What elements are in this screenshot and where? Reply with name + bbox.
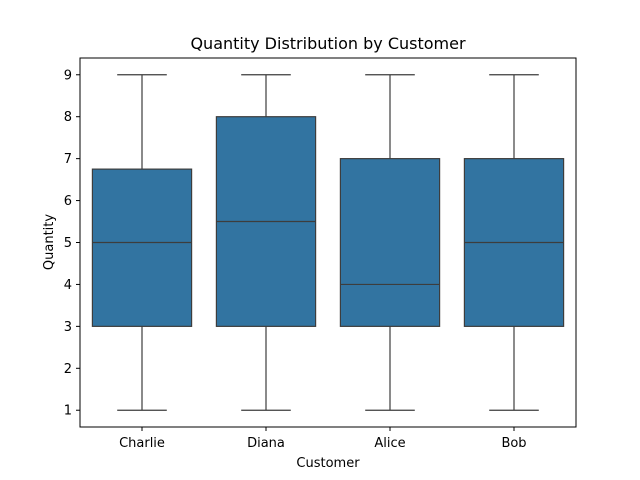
y-tick-label: 8 (64, 110, 72, 125)
y-axis-label: Quantity (42, 214, 57, 270)
x-axis-label: Customer (296, 456, 360, 471)
x-tick-label: Charlie (119, 436, 165, 451)
y-tick-label: 1 (64, 404, 72, 419)
y-tick-label: 2 (64, 362, 72, 377)
chart-title: Quantity Distribution by Customer (190, 34, 466, 53)
y-tick-label: 4 (64, 278, 72, 293)
box-diana (215, 74, 317, 411)
iqr-box (91, 168, 193, 327)
box-bob (463, 74, 565, 411)
x-tick-label: Bob (501, 436, 526, 451)
boxes-layer (91, 74, 565, 411)
y-tick-label: 9 (64, 68, 72, 83)
y-tick-label: 7 (64, 152, 72, 167)
iqr-box (339, 158, 441, 327)
y-tick-label: 5 (64, 236, 72, 251)
y-tick-label: 6 (64, 194, 72, 209)
x-axis-ticks: Charlie Diana Alice Bob (119, 427, 527, 451)
x-tick-label: Diana (247, 436, 285, 451)
y-axis-ticks: 1 2 3 4 5 6 7 8 9 (64, 68, 80, 419)
y-tick-label: 3 (64, 320, 72, 335)
box-charlie (91, 74, 193, 411)
x-tick-label: Alice (374, 436, 405, 451)
plot-area-frame (79, 57, 577, 428)
box-alice (339, 74, 441, 411)
